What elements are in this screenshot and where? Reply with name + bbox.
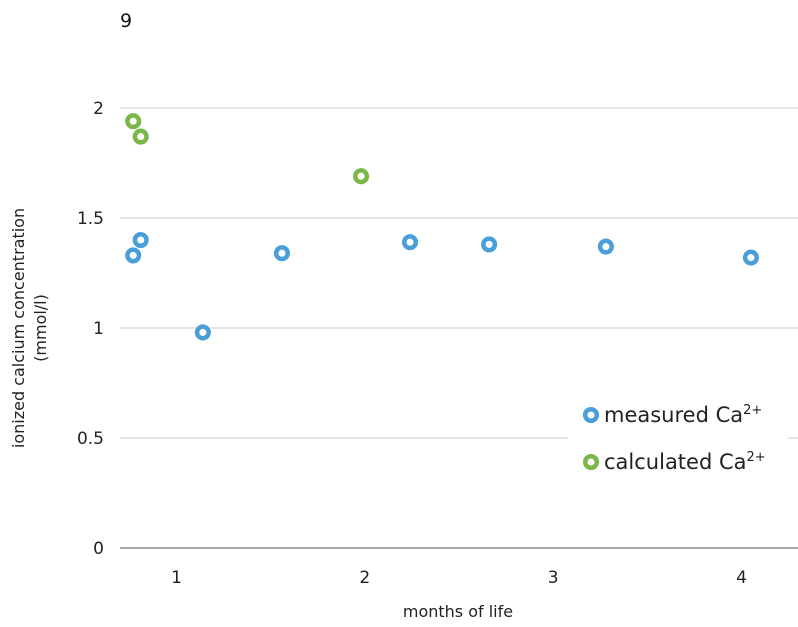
data-point-measured xyxy=(132,231,149,249)
x-tick-label: 1 xyxy=(171,568,182,588)
data-point-measured xyxy=(401,234,419,251)
data-points xyxy=(125,113,759,341)
data-point-calculated xyxy=(353,168,370,185)
legend-label-calculated: calculated Ca2+ xyxy=(604,450,766,474)
legend: measured Ca2+ calculated Ca2+ xyxy=(568,396,788,488)
x-tick-label: 4 xyxy=(736,568,747,588)
gridlines xyxy=(120,107,798,549)
legend-label-measured: measured Ca2+ xyxy=(604,403,762,427)
legend-entry-calculated: calculated Ca2+ xyxy=(582,450,766,474)
corner-label: 9 xyxy=(120,10,132,32)
data-point-measured xyxy=(125,247,142,264)
data-point-calculated xyxy=(125,113,142,130)
x-tick-labels: 1 2 3 4 xyxy=(171,568,747,588)
y-tick-label: 1 xyxy=(93,319,104,339)
y-tick-labels: 0 0.5 1 1.5 2 xyxy=(77,99,104,559)
y-tick-label: 0 xyxy=(93,539,104,559)
legend-background xyxy=(568,396,788,488)
data-point-measured xyxy=(597,238,614,255)
y-axis-label-line-2: (mmol/l) xyxy=(31,294,50,362)
legend-marker-measured xyxy=(582,406,600,424)
x-axis-label: months of life xyxy=(403,602,513,621)
y-tick-label: 0.5 xyxy=(77,429,104,449)
y-tick-label: 1.5 xyxy=(77,209,104,229)
x-tick-label: 2 xyxy=(359,568,370,588)
data-point-measured xyxy=(742,249,759,266)
legend-marker-calculated xyxy=(582,453,600,471)
data-point-measured xyxy=(481,236,498,253)
y-axis-label-line-1: ionized calcium concentration xyxy=(9,208,28,448)
y-tick-label: 2 xyxy=(93,99,104,119)
data-point-calculated xyxy=(132,128,149,145)
data-point-measured xyxy=(194,324,211,341)
x-tick-label: 3 xyxy=(548,568,559,588)
legend-entry-measured: measured Ca2+ xyxy=(582,403,762,427)
data-point-measured xyxy=(273,245,291,262)
